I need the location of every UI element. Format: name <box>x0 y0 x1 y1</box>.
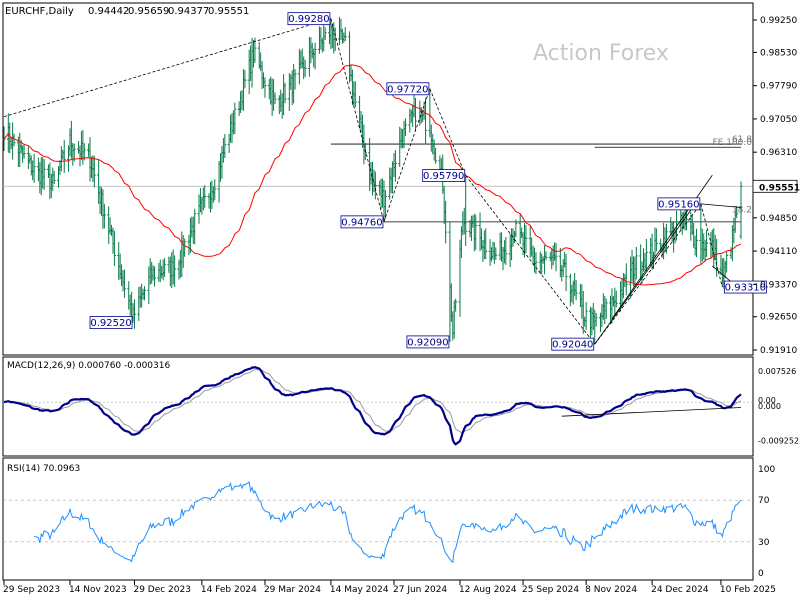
price-label-text: 0.94760 <box>341 217 382 228</box>
price-label-box <box>386 82 430 96</box>
macd-y-tick-label: -0.009252 <box>758 436 799 445</box>
price-label-box <box>89 316 133 329</box>
y-tick-label: 0.96310 <box>760 148 797 158</box>
x-tick-label: 29 Mar 2024 <box>264 585 321 595</box>
y-tick-label: 0.98530 <box>760 48 797 58</box>
trendline <box>594 201 697 345</box>
x-axis: 29 Sep 2023 14 Nov 2023 29 Dec 2023 14 Feb … <box>3 580 776 595</box>
y-tick-label: 0.94110 <box>760 247 797 257</box>
trendline <box>429 88 467 176</box>
x-tick-label: 24 Dec 2024 <box>651 585 709 595</box>
y-tick-label: 0.97050 <box>760 115 797 125</box>
rsi-y-tick-label: 100 <box>758 465 775 475</box>
y-tick-label: 0.99250 <box>760 16 797 26</box>
x-tick-label: 8 Nov 2024 <box>585 585 637 595</box>
y-tick-label: 0.93370 <box>760 280 797 290</box>
ohlc-value-0: 0.94442 <box>88 6 129 17</box>
chart-title: EURCHF,Daily <box>5 6 74 17</box>
macd-trendline <box>561 407 742 417</box>
price-label-box <box>340 215 384 229</box>
rsi-line <box>33 481 742 564</box>
macd-signal-line <box>3 368 742 434</box>
rsi-y-tick-label: 70 <box>758 496 770 506</box>
y-tick-label: 0.97790 <box>760 82 797 92</box>
x-tick-label: 14 May 2024 <box>330 585 389 595</box>
x-tick-label: 12 Aug 2024 <box>459 585 517 595</box>
fib-level-label: FE 100.0 <box>713 138 753 148</box>
ohlc-value-2: 0.94377 <box>168 6 209 17</box>
price-label-text: 0.92520 <box>90 318 131 329</box>
rsi-y-tick-label: 30 <box>758 538 770 548</box>
rsi-panel-frame <box>2 457 754 581</box>
rsi-panel: RSI(14) 70.0963 100 70 30 0 <box>3 464 775 579</box>
x-tick-label: 10 Feb 2025 <box>720 585 776 595</box>
last-price-label: 0.95551 <box>759 183 800 193</box>
price-label-box <box>657 197 701 211</box>
rsi-y-tick-label: 0 <box>758 569 764 579</box>
price-label-box <box>422 169 466 182</box>
trendline <box>383 88 431 222</box>
x-tick-label: 14 Feb 2024 <box>201 585 257 595</box>
x-tick-label: 29 Sep 2023 <box>3 585 60 595</box>
x-tick-label: 29 Dec 2023 <box>133 585 191 595</box>
trendline <box>594 203 702 345</box>
y-tick-label: 0.91910 <box>760 346 797 356</box>
price-label-box <box>406 335 450 349</box>
price-label-text: 0.93310 <box>725 283 766 294</box>
price-label-text: 0.95160 <box>658 199 699 210</box>
trendline <box>3 18 332 118</box>
trendline <box>330 18 385 222</box>
macd-y-tick-label: 0.000 <box>758 402 781 411</box>
macd-panel-frame <box>2 356 754 457</box>
fib-level-label: 38.2 <box>732 206 752 216</box>
x-tick-label: 14 Nov 2023 <box>69 585 127 595</box>
fib-level-label: 61.8 <box>732 135 752 145</box>
x-tick-label: 27 Jun 2024 <box>393 585 447 595</box>
price-label-text: 0.99280 <box>288 14 329 25</box>
last-price-box <box>752 179 798 193</box>
price-panel: EURCHF,Daily 0.944420.956590.943770.95551… <box>2 6 800 356</box>
price-label-box <box>287 12 331 26</box>
price-label-text: 0.92040 <box>552 340 593 351</box>
price-label-text: 0.95790 <box>423 171 464 182</box>
ohlc-bars <box>2 16 743 345</box>
price-label-text: 0.97720 <box>387 84 428 95</box>
ohlc-value-3: 0.95551 <box>208 6 249 17</box>
macd-y-tick-label: 0.007526 <box>758 367 796 376</box>
price-label-text: 0.92090 <box>407 337 448 348</box>
rsi-title: RSI(14) 70.0963 <box>7 464 80 474</box>
ohlc-value-1: 0.95659 <box>128 6 169 17</box>
trendline <box>700 203 742 208</box>
y-tick-label: 0.92650 <box>760 313 797 323</box>
macd-y-tick-label: 0.00 <box>758 396 776 405</box>
watermark-text: Action Forex <box>533 41 669 66</box>
x-tick-label: 25 Sep 2024 <box>522 585 579 595</box>
trendline <box>465 175 596 345</box>
macd-title: MACD(12,26,9) 0.000760 -0.000316 <box>7 361 170 371</box>
macd-line <box>3 366 742 446</box>
price-label-box <box>551 337 595 351</box>
macd-panel: MACD(12,26,9) 0.000760 -0.000316 0.007526… <box>3 361 799 446</box>
y-tick-label: 0.94850 <box>760 214 797 224</box>
moving-average-line <box>3 64 742 286</box>
trendline <box>700 203 723 288</box>
